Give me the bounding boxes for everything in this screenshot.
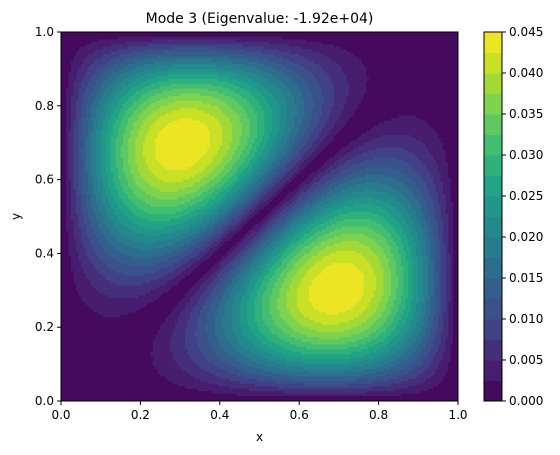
colorbar-tick-label: 0.030: [509, 148, 543, 162]
y-axis-label: y: [9, 213, 23, 220]
y-tick-label: 0.6: [35, 173, 54, 187]
colorbar-tick-label: 0.040: [509, 66, 543, 80]
colorbar-segment: [484, 319, 502, 340]
plot-frame: [60, 31, 459, 402]
colorbar-segment: [484, 175, 502, 197]
colorbar-segment: [484, 134, 502, 156]
colorbar-tick-label: 0.000: [509, 394, 543, 408]
x-tick-label: 0.6: [290, 408, 309, 422]
colorbar-segment: [484, 298, 502, 320]
y-tick-label: 0.0: [35, 394, 54, 408]
x-tick-label: 0.0: [51, 408, 70, 422]
colorbar-tick-label: 0.020: [509, 230, 543, 244]
colorbar-segment: [484, 196, 502, 217]
colorbar-frame: [483, 31, 503, 402]
colorbar-segment: [484, 278, 502, 299]
colorbar-segment: [484, 380, 502, 402]
colorbar-segment: [484, 52, 502, 74]
x-tick-label: 0.4: [210, 408, 229, 422]
colorbar-segment: [484, 360, 502, 381]
colorbar-segment: [484, 237, 502, 258]
x-tick-label: 0.2: [131, 408, 150, 422]
colorbar-tick-label: 0.025: [509, 189, 543, 203]
colorbar-segment: [484, 257, 502, 279]
colorbar-tick-label: 0.005: [509, 353, 543, 367]
y-tick-label: 0.2: [35, 320, 54, 334]
colorbar-tick-label: 0.045: [509, 25, 543, 39]
colorbar-segment: [484, 339, 502, 361]
colorbar-segment: [484, 155, 502, 176]
colorbar-segment: [484, 93, 502, 115]
colorbar-tick-label: 0.035: [509, 107, 543, 121]
contour-fill: [61, 32, 458, 401]
x-tick-label: 1.0: [448, 408, 467, 422]
colorbar-tick-label: 0.015: [509, 271, 543, 285]
colorbar-segment: [484, 114, 502, 135]
y-axis: 0.0 0.2 0.4 0.6 0.8 1.0: [35, 25, 61, 408]
x-axis: 0.0 0.2 0.4 0.6 0.8 1.0: [51, 401, 468, 422]
chart-title: Mode 3 (Eigenvalue: -1.92e+04): [146, 11, 374, 27]
y-tick-label: 0.4: [35, 246, 54, 260]
x-axis-label: x: [256, 430, 263, 444]
y-tick-label: 0.8: [35, 99, 54, 113]
colorbar-segment: [484, 32, 502, 53]
colorbar: 0.000 0.005 0.010 0.015 0.020 0.025 0.030 0.035…: [483, 25, 543, 408]
y-tick-label: 1.0: [35, 25, 54, 39]
x-tick-label: 0.8: [369, 408, 388, 422]
colorbar-segment: [484, 73, 502, 94]
colorbar-segment: [484, 216, 502, 238]
colorbar-tick-label: 0.010: [509, 312, 543, 326]
